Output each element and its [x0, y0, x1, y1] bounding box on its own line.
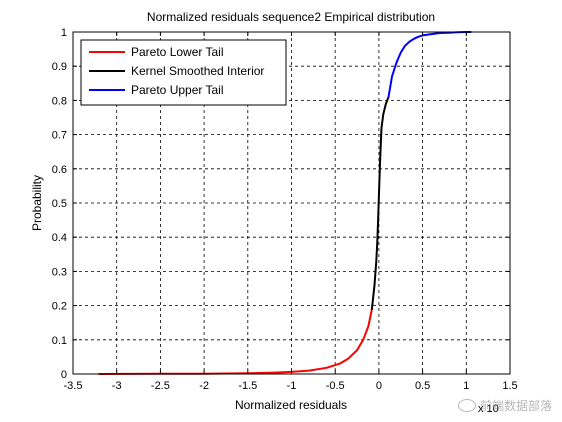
- legend-label: Kernel Smoothed Interior: [131, 64, 264, 78]
- x-tick-label: 1.5: [502, 380, 517, 392]
- series-line: [370, 96, 390, 310]
- y-tick-label: 0.2: [52, 301, 67, 313]
- legend-label: Pareto Lower Tail: [131, 45, 224, 59]
- y-tick-label: 0.5: [52, 198, 67, 210]
- x-tick-label: -3: [112, 380, 122, 392]
- y-tick-label: 0.8: [52, 95, 67, 107]
- legend-box: [80, 39, 287, 106]
- x-tick-label: -0.5: [326, 380, 345, 392]
- x-tick-label: -2.5: [151, 380, 170, 392]
- y-tick-label: 0: [61, 369, 67, 381]
- y-tick-label: 0.3: [52, 266, 67, 278]
- axis-ticks: -3.5 -3 -2.5 -2 -1.5 -1 -0.5 0 0.5 1 1.5 0 0.1 0.2 0.3…: [52, 27, 518, 392]
- y-tick-label: 0.4: [52, 232, 67, 244]
- legend-label: Pareto Upper Tail: [131, 83, 224, 97]
- watermark-text: 前端数据部落: [479, 399, 552, 413]
- y-tick-label: 0.1: [52, 335, 67, 347]
- y-tick-label: 0.7: [52, 130, 67, 142]
- x-tick-label: -3.5: [64, 380, 83, 392]
- y-tick-label: 1: [61, 27, 67, 39]
- wechat-icon: [457, 399, 476, 412]
- x-tick-label: 1: [463, 380, 469, 392]
- x-axis-label: Normalized residuals: [235, 398, 347, 412]
- series-line: [98, 308, 373, 375]
- watermark: 前端数据部落: [457, 397, 552, 414]
- legend: Pareto Lower Tail Kernel Smoothed Interio…: [80, 39, 287, 106]
- y-tick-label: 0.6: [52, 164, 67, 176]
- x-tick-label: -2: [199, 380, 209, 392]
- x-tick-label: -1: [287, 380, 297, 392]
- x-tick-label: 0: [376, 380, 382, 392]
- series-line: [387, 31, 472, 98]
- chart-title: Normalized residuals sequence2 Empirical…: [147, 10, 435, 24]
- x-tick-label: 0.5: [415, 380, 430, 392]
- x-tick-label: -1.5: [238, 380, 257, 392]
- y-tick-label: 0.9: [52, 61, 67, 73]
- x-axis-exponent-label: x 10: [478, 403, 499, 415]
- y-axis-label: Probability: [30, 175, 44, 231]
